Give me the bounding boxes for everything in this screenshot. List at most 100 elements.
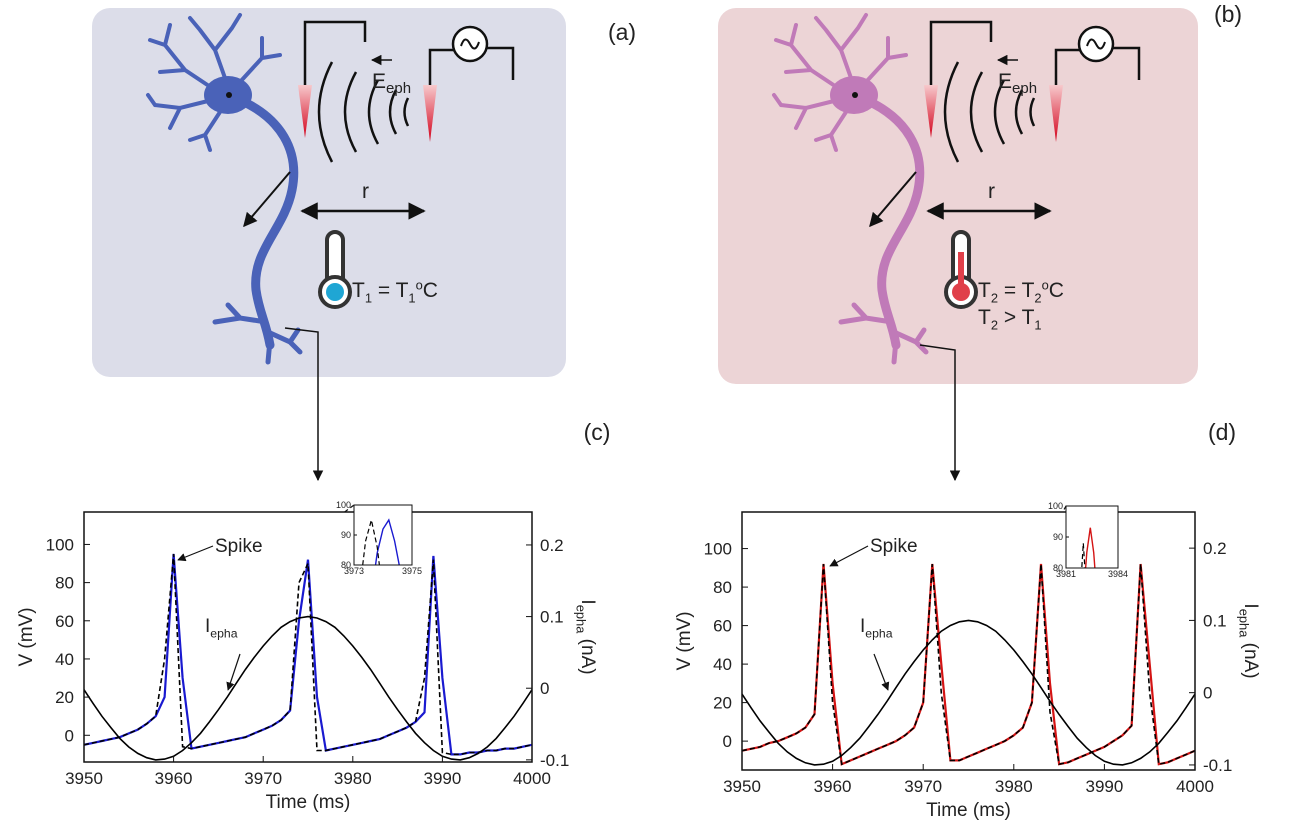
annotation-arrow [829, 545, 869, 567]
text-part: > T [998, 306, 1035, 329]
plot-frame [83, 511, 533, 763]
y-tick-label: 100 [46, 535, 74, 554]
panel-letter: (d) [1208, 419, 1236, 445]
text-part: (nA) [1240, 637, 1261, 678]
y-tick-label: 40 [55, 650, 74, 669]
subscript: 1 [365, 291, 372, 306]
series-group [1081, 527, 1096, 568]
y-tick-label: 20 [713, 694, 732, 713]
distance-label: r [362, 180, 369, 203]
x-tick-label: 3960 [814, 777, 852, 796]
text-part: Spike [870, 536, 918, 557]
plot-area [742, 512, 1195, 770]
x-tick-label: 3970 [904, 777, 942, 796]
y2-tick-label: 0.2 [540, 536, 564, 555]
y2-axis-label: Iepha (nA) [1236, 603, 1261, 678]
field-label: Eeph [998, 70, 1037, 97]
supscript: o [416, 277, 423, 292]
annotation-arrow [226, 653, 241, 691]
supscript: o [1042, 277, 1049, 292]
data-line [1084, 527, 1096, 568]
y-tick-label: 80 [55, 574, 74, 593]
temperature-label: T2 > T1 [978, 306, 1042, 333]
y-tick-label: 100 [336, 500, 351, 510]
x-tick-label: 3960 [155, 769, 193, 788]
y2-tick-label: 0 [540, 679, 549, 698]
text-part: Spike [215, 536, 263, 557]
connector-arrow [284, 327, 324, 482]
panel-letter: (c) [584, 419, 611, 445]
panel-letter: (a) [608, 19, 636, 45]
field-label: Eeph [372, 70, 411, 97]
subscript: epha [573, 605, 588, 635]
thermometer-bulb [326, 283, 344, 301]
annotation: Spike [215, 536, 263, 557]
text-part: T [978, 279, 991, 302]
x-tick-label: 3950 [723, 777, 761, 796]
series-group [362, 518, 400, 565]
thermometer-column [958, 252, 964, 292]
connector-arrow [919, 344, 961, 482]
annotation: Iepha [205, 616, 238, 640]
y2-tick-label: -0.1 [540, 751, 569, 770]
y-tick-label: 100 [1048, 501, 1063, 511]
text-part: T [978, 306, 991, 329]
text-part: I [1240, 603, 1261, 608]
annotation: Iepha [860, 616, 893, 640]
subscript: 1 [1034, 318, 1041, 333]
y2-tick-label: 0 [1203, 684, 1212, 703]
y-tick-label: 40 [713, 655, 732, 674]
x-tick-label: 3980 [334, 769, 372, 788]
x-tick-label: 3990 [423, 769, 461, 788]
temperature-label: T1 = T1oC [352, 277, 438, 305]
y-tick-label: 80 [713, 578, 732, 597]
panel-letter: (b) [1214, 1, 1242, 27]
subscript: epha [865, 626, 892, 640]
field-symbol: E [372, 70, 386, 93]
text-part: I [577, 599, 598, 604]
plot-area [84, 512, 532, 762]
y-tick-label: 0 [723, 732, 732, 751]
text-part: I [860, 616, 865, 637]
x-tick-label: 3981 [1056, 569, 1076, 579]
series-group [742, 563, 1195, 766]
annotation-arrow [873, 653, 890, 691]
field-subscript: eph [386, 80, 411, 97]
subscript: 2 [1034, 291, 1041, 306]
text-part: (nA) [577, 633, 598, 674]
y2-tick-label: 0.1 [1203, 611, 1227, 630]
series-group [84, 553, 532, 761]
y-tick-label: 90 [341, 530, 351, 540]
x-tick-label: 3990 [1085, 777, 1123, 796]
data-line [742, 619, 1195, 766]
subscript: 2 [991, 291, 998, 306]
y-tick-label: 80 [1053, 563, 1063, 573]
y-tick-label: 0 [65, 726, 74, 745]
data-line [84, 553, 532, 756]
y-tick-label: 60 [713, 617, 732, 636]
distance-label: r [988, 180, 995, 203]
subscript: epha [1236, 609, 1251, 639]
x-tick-label: 3975 [402, 566, 422, 576]
x-axis-label: Time (ms) [926, 800, 1011, 821]
subscript: 1 [408, 291, 415, 306]
annotation-arrow [177, 545, 214, 562]
y-tick-label: 100 [704, 540, 732, 559]
y-axis-label: V (mV) [16, 607, 37, 666]
x-tick-label: 3970 [244, 769, 282, 788]
subscript: 2 [991, 318, 998, 333]
text-part: C [1049, 279, 1064, 302]
x-tick-label: 3950 [65, 769, 103, 788]
y-tick-label: 60 [55, 612, 74, 631]
panel-background [92, 8, 566, 377]
subscript: epha [210, 626, 237, 640]
x-axis-label: Time (ms) [266, 792, 351, 813]
text-part: C [423, 279, 438, 302]
x-tick-label: 4000 [1176, 777, 1214, 796]
y-axis-label: V (mV) [674, 611, 695, 670]
text-part: I [205, 616, 210, 637]
x-tick-label: 3984 [1108, 569, 1128, 579]
x-tick-label: 3980 [995, 777, 1033, 796]
